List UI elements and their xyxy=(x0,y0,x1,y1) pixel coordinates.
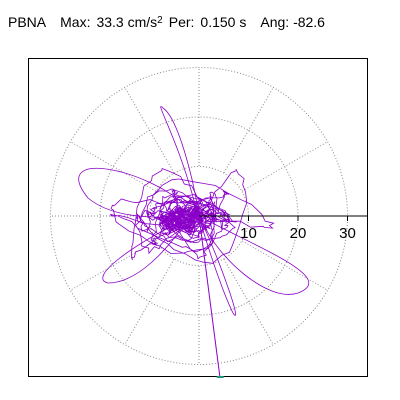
polar-hodogram-plot: 10 20 30 xyxy=(28,58,368,378)
radial-tick-label-20: 20 xyxy=(290,225,307,242)
max-unit: cm/s xyxy=(127,14,158,30)
chart-header: PBNA Max: 33.3 cm/s2 Per: 0.150 s Ang: -82.6 xyxy=(8,14,325,30)
angle-label: Ang: xyxy=(260,14,290,30)
orbit-loop-5 xyxy=(102,222,184,284)
max-vector xyxy=(198,215,221,378)
spoke-60 xyxy=(223,87,274,173)
max-point xyxy=(216,375,224,378)
radial-tick-label-30: 30 xyxy=(339,225,356,242)
plot-frame xyxy=(28,58,368,377)
period-label: Per: xyxy=(168,14,195,30)
radial-axis: 10 20 30 xyxy=(199,215,367,242)
particle-motion-trace xyxy=(78,106,310,316)
orbit-loop-3 xyxy=(160,106,199,211)
spoke-150 xyxy=(70,141,156,192)
angle-value: -82.6 xyxy=(293,14,325,30)
period-value: 0.150 s xyxy=(200,14,247,30)
orbit-loop-4 xyxy=(199,217,237,316)
max-marker xyxy=(198,215,224,378)
radial-tick-label-10: 10 xyxy=(240,225,257,242)
max-unit-exponent: 2 xyxy=(157,15,163,26)
max-label: Max: xyxy=(60,14,91,30)
station-code: PBNA xyxy=(8,14,47,30)
orbit-loop-1 xyxy=(78,168,199,218)
orbit-loop-2 xyxy=(202,217,310,295)
spoke-30 xyxy=(242,141,328,192)
spoke-120 xyxy=(124,87,175,173)
spoke-300 xyxy=(223,259,274,345)
max-value: 33.3 xyxy=(96,14,124,30)
